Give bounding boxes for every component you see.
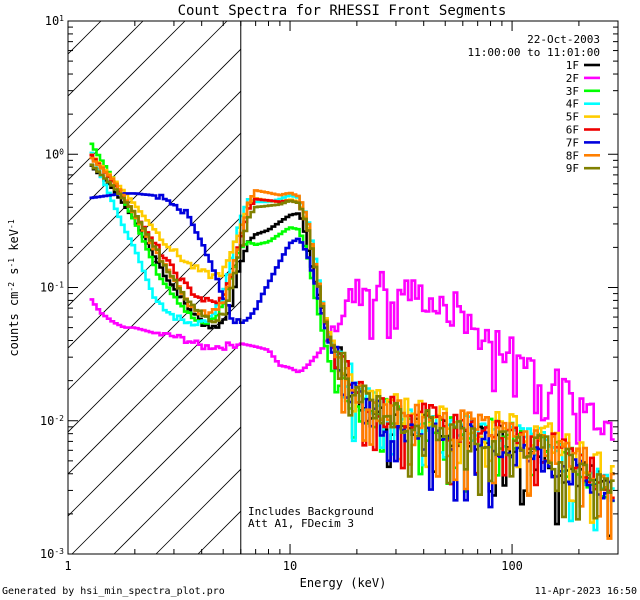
hatch-line (68, 21, 186, 139)
y-tick-label: 10-3 (40, 547, 64, 562)
header-date: 22-Oct-2003 (527, 33, 600, 46)
header-time-range: 11:00:00 to 11:01:00 (468, 46, 600, 59)
hatch-line (68, 132, 241, 307)
annotation-background: Includes Background (248, 505, 374, 518)
legend-label-7f: 7F (566, 136, 579, 149)
x-tick-label: 10 (283, 559, 297, 573)
footer-generated-by: Generated by hsi_min_spectra_plot.pro (2, 586, 225, 597)
legend-label-9f: 9F (566, 162, 579, 175)
annotation-attenuator: Att A1, FDecim 3 (248, 517, 354, 530)
hatch-line (68, 90, 241, 265)
x-tick-label: 100 (501, 559, 523, 573)
hatch-line (71, 384, 241, 554)
y-label-mid1: s (7, 268, 21, 282)
legend-label-3f: 3F (566, 85, 579, 98)
footer-timestamp: 11-Apr-2023 16:50 (535, 586, 637, 597)
hatch-line (68, 174, 241, 349)
y-tick-label: 10-1 (40, 280, 64, 295)
y-label-exp1: -2 (7, 282, 16, 292)
hatch-line (68, 258, 241, 433)
y-axis-label: counts cm-2 s-1 keV-1 (7, 219, 22, 356)
x-tick-label: 1 (64, 559, 71, 573)
hatch-line (68, 21, 228, 181)
y-label-exp2: -1 (7, 258, 16, 268)
series-line-2f (89, 270, 615, 447)
y-tick-label: 101 (45, 14, 64, 29)
legend-label-2f: 2F (566, 72, 579, 85)
legend-label-4f: 4F (566, 98, 579, 111)
y-label-exp3: -1 (7, 219, 16, 229)
legend-label-1f: 1F (566, 59, 579, 72)
svg-text:counts cm-2 s-1 keV-1: counts cm-2 s-1 keV-1 (7, 219, 22, 356)
hatch-line (113, 426, 241, 554)
y-label-base: counts cm (7, 292, 21, 357)
series-line-9f (89, 163, 615, 521)
legend-label-5f: 5F (566, 111, 579, 124)
y-label-mid2: keV (7, 229, 21, 258)
hatch-line (68, 342, 241, 517)
legend-label-6f: 6F (566, 124, 579, 137)
hatch-line (68, 48, 241, 223)
legend-label-8f: 8F (566, 149, 579, 162)
y-tick-label: 10-2 (40, 413, 64, 428)
y-tick-label: 100 (45, 147, 64, 162)
hatch-line (68, 300, 241, 475)
chart-title: Count Spectra for RHESSI Front Segments (178, 3, 507, 19)
x-axis-label: Energy (keV) (300, 576, 387, 590)
